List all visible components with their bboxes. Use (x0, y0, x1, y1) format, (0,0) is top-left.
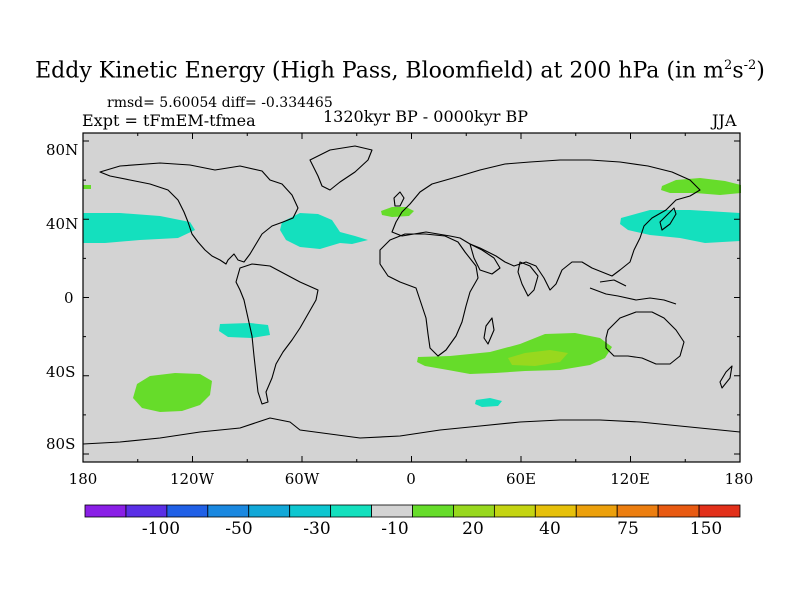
region-north-pacific-east (83, 213, 195, 243)
stats-label: rmsd= 5.60054 diff= -0.334465 (107, 95, 333, 111)
colorbar-label: -50 (225, 519, 253, 539)
colorbar-swatch (412, 504, 454, 518)
lat-tick-label: 40N (46, 215, 79, 233)
colorbar-swatch (371, 504, 413, 518)
lon-tick-label: 60E (505, 470, 537, 488)
lon-tick-label: 60W (284, 470, 320, 488)
lon-tick-label: 0 (406, 470, 416, 488)
anomaly-regions (83, 178, 741, 412)
colorbar-label: 40 (539, 519, 561, 539)
colorbar-label: 75 (617, 519, 639, 539)
experiment-label: Expt = tFmEM-tfmea (82, 111, 256, 130)
colorbar-label: -100 (141, 519, 181, 539)
coast-greenland (309, 145, 373, 191)
region-south-indian-ocean (417, 333, 612, 374)
coast-uk (393, 191, 405, 207)
coast-africa (379, 233, 479, 357)
lat-tick-label: 80N (46, 141, 79, 159)
coast-new-zealand (719, 365, 733, 389)
coast-arabia (469, 243, 501, 275)
colorbar-swatch (575, 504, 618, 518)
coast-australia (605, 311, 685, 365)
colorbar-swatch (248, 504, 291, 518)
coastlines (82, 145, 741, 445)
colorbar (84, 504, 741, 518)
colorbar-swatch (698, 504, 741, 518)
region-north-pacific-west-edge (83, 185, 91, 189)
lon-tick-label: 180 (68, 470, 98, 488)
region-west-pacific (620, 210, 740, 243)
colorbar-swatch (166, 504, 209, 518)
colorbar-label: -10 (381, 519, 409, 539)
region-europe (381, 207, 414, 217)
region-south-pacific-southeast (133, 373, 212, 412)
lon-tick-label: 180 (724, 470, 754, 488)
coast-eurasia (391, 159, 701, 291)
colorbar-label: -30 (303, 519, 331, 539)
region-south-indian-ocean-core (508, 350, 568, 366)
period-label: 1320kyr BP - 0000kyr BP (323, 107, 528, 126)
coast-north-america (99, 162, 299, 265)
axis-ticks (82, 133, 741, 462)
coast-madagascar (483, 317, 495, 345)
lat-tick-label: 80S (46, 435, 76, 453)
coast-antarctica (82, 417, 741, 445)
coast-indonesia (589, 279, 677, 305)
colorbar-label: 20 (462, 519, 484, 539)
colorbar-swatch (453, 504, 495, 518)
colorbar-swatch (493, 504, 536, 518)
colorbar-swatch (657, 504, 700, 518)
colorbar-swatch (125, 504, 168, 518)
colorbar-swatch (207, 504, 250, 518)
colorbar-swatch (534, 504, 577, 518)
lat-tick-label: 0 (64, 289, 74, 307)
figure-title: Eddy Kinetic Energy (High Pass, Bloomfie… (35, 58, 765, 84)
coast-south-america (235, 263, 319, 405)
colorbar-swatch (84, 504, 127, 518)
lat-tick-label: 40S (46, 363, 76, 381)
season-label: JJA (712, 111, 737, 130)
lon-tick-label: 120E (610, 470, 650, 488)
lon-tick-label: 120W (169, 470, 215, 488)
colorbar-swatch (330, 504, 372, 518)
region-south-pacific-subtropics (219, 323, 270, 338)
colorbar-swatch (289, 504, 332, 518)
colorbar-label: 150 (689, 519, 723, 539)
coast-japan (659, 207, 677, 231)
region-southern-ocean-patch (475, 398, 502, 407)
region-north-pacific-kamchatka (661, 178, 741, 195)
region-north-atlantic (280, 213, 368, 249)
coast-india (517, 261, 539, 297)
colorbar-swatch (616, 504, 659, 518)
map-background (83, 133, 740, 462)
